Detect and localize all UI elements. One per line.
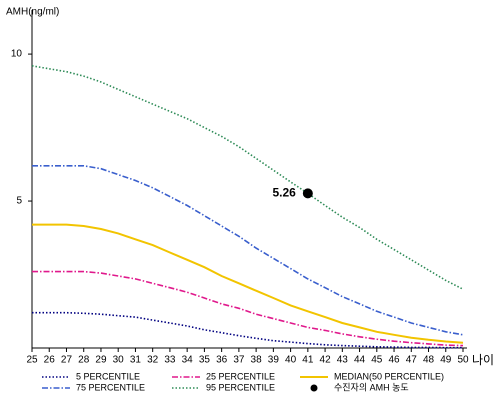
series-line	[32, 165, 464, 336]
legend-swatch	[310, 384, 318, 392]
legend-label: MEDIAN(50 PERCENTILE)	[334, 371, 444, 381]
legend-label: 25 PERCENTILE	[206, 371, 275, 381]
series-line	[32, 270, 464, 347]
x-tick-label: 34	[182, 355, 194, 366]
x-axis-label: 나이	[472, 353, 494, 367]
x-tick-label: 43	[337, 355, 349, 366]
x-tick-label: 29	[95, 355, 107, 366]
point	[302, 188, 313, 199]
x-tick-label: 30	[113, 355, 125, 366]
x-tick-label: 31	[130, 355, 142, 366]
series-line	[32, 223, 464, 344]
x-tick-label: 27	[61, 355, 73, 366]
x-tick-label: 46	[388, 355, 400, 366]
x-tick-label: 44	[354, 355, 366, 366]
series-line	[31, 65, 464, 290]
y-axis-label: AMH(ng/ml)	[6, 7, 59, 18]
x-tick-label: 48	[423, 355, 435, 366]
x-tick-label: 32	[147, 355, 159, 366]
x-tick-label: 49	[440, 355, 452, 366]
x-tick-label: 40	[285, 355, 297, 366]
x-tick-label: 41	[302, 355, 314, 366]
legend-label: 75 PERCENTILE	[76, 382, 145, 392]
x-tick-label: 26	[44, 355, 56, 366]
x-tick-label: 33	[164, 355, 176, 366]
x-tick-label: 36	[216, 355, 228, 366]
x-tick-label: 47	[406, 355, 418, 366]
x-tick-label: 25	[26, 355, 38, 366]
y-tick-label: 5	[16, 196, 22, 207]
legend-label: 95 PERCENTILE	[206, 382, 275, 392]
x-tick-label: 28	[78, 355, 90, 366]
x-tick-label: 35	[199, 355, 211, 366]
legend-label: 5 PERCENTILE	[76, 371, 140, 381]
x-tick-label: 50	[457, 355, 469, 366]
x-tick-label: 45	[371, 355, 383, 366]
x-tick-label: 38	[251, 355, 263, 366]
series-line	[32, 311, 463, 349]
x-tick-label: 39	[268, 355, 280, 366]
x-tick-label: 42	[320, 355, 332, 366]
legend-label: 수진자의 AMH 농도	[334, 382, 409, 392]
y-tick-label: 10	[11, 49, 23, 60]
point-label: 5.26	[272, 186, 296, 200]
x-tick-label: 37	[233, 355, 245, 366]
